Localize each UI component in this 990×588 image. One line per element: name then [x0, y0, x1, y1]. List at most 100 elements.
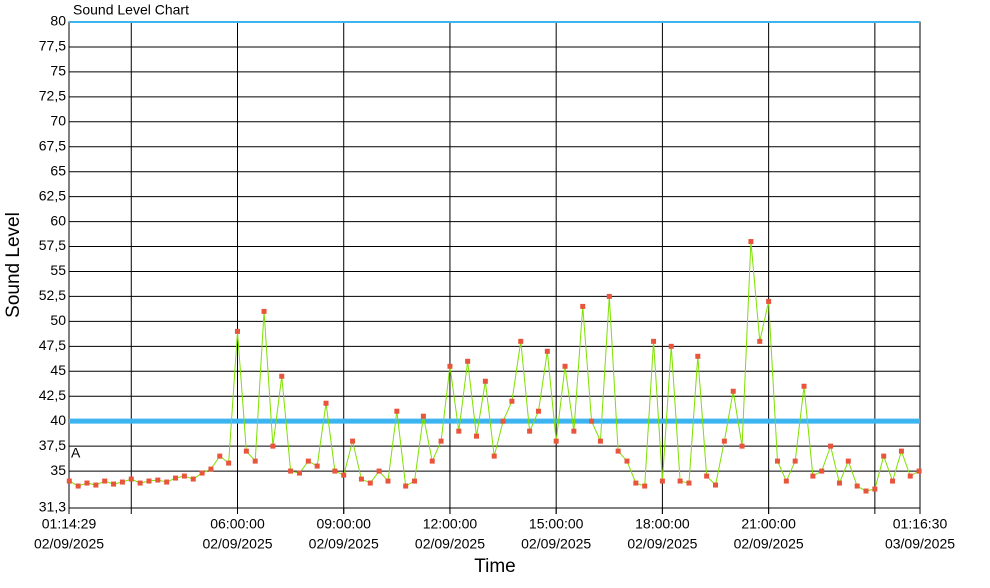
data-point — [84, 480, 90, 486]
x-tick-label: 01:16:30 — [893, 516, 948, 532]
data-point — [863, 488, 869, 494]
data-point — [704, 473, 710, 479]
data-point — [739, 443, 745, 449]
data-point — [836, 480, 842, 486]
data-point — [350, 438, 356, 444]
data-point — [819, 468, 825, 474]
data-point — [651, 338, 657, 344]
data-point — [279, 373, 285, 379]
data-point — [606, 293, 612, 299]
data-point — [173, 475, 179, 481]
y-tick-label: 40 — [50, 412, 66, 428]
data-point — [801, 383, 807, 389]
data-point — [376, 468, 382, 474]
data-point — [730, 388, 736, 394]
data-point — [75, 483, 81, 489]
data-point — [491, 453, 497, 459]
data-point — [668, 343, 674, 349]
data-point — [438, 438, 444, 444]
x-tick-label: 15:00:00 — [529, 516, 584, 532]
y-tick-label: 37,5 — [39, 437, 66, 453]
data-point — [181, 473, 187, 479]
data-point — [500, 418, 506, 424]
data-point — [766, 298, 772, 304]
y-tick-label: 75 — [50, 63, 66, 79]
y-tick-label: 60 — [50, 212, 66, 228]
data-point — [420, 413, 426, 419]
data-point — [571, 428, 577, 434]
x-tick-label: 02/09/2025 — [309, 536, 379, 552]
data-point — [93, 482, 99, 488]
x-axis-title: Time — [474, 556, 516, 577]
data-point — [659, 478, 665, 484]
x-tick-label: 02/09/2025 — [202, 536, 272, 552]
y-tick-label: 52,5 — [39, 287, 66, 303]
y-tick-label: 70 — [50, 112, 66, 128]
y-tick-label: 62,5 — [39, 187, 66, 203]
data-point — [907, 473, 913, 479]
y-tick-label: 31,3 — [39, 499, 66, 515]
data-point — [713, 482, 719, 488]
data-point — [677, 478, 683, 484]
data-point — [482, 378, 488, 384]
data-point — [757, 338, 763, 344]
data-point — [553, 438, 559, 444]
data-point — [828, 443, 834, 449]
data-point — [562, 363, 568, 369]
y-tick-label: 35 — [50, 462, 66, 478]
data-point — [243, 448, 249, 454]
x-tick-label: 09:00:00 — [316, 516, 371, 532]
data-point — [119, 479, 125, 485]
data-point — [447, 363, 453, 369]
y-axis-title: Sound Level — [3, 212, 24, 318]
data-point — [544, 348, 550, 354]
data-point — [642, 483, 648, 489]
y-tick-label: 45 — [50, 362, 66, 378]
data-point — [810, 473, 816, 479]
chart-title: Sound Level Chart — [73, 2, 189, 18]
data-point — [111, 481, 117, 487]
data-point — [527, 428, 533, 434]
data-point — [102, 478, 108, 484]
data-point — [226, 460, 232, 466]
data-point — [208, 466, 214, 472]
x-tick-label: 06:00:00 — [210, 516, 265, 532]
data-point — [288, 468, 294, 474]
data-point — [429, 458, 435, 464]
data-point — [535, 408, 541, 414]
data-point — [881, 453, 887, 459]
y-tick-label: 50 — [50, 312, 66, 328]
y-tick-label: 77,5 — [39, 38, 66, 54]
data-point — [341, 472, 347, 478]
x-tick-label: 18:00:00 — [635, 516, 690, 532]
x-tick-label: 12:00:00 — [423, 516, 478, 532]
data-point — [783, 478, 789, 484]
y-tick-label: 55 — [50, 262, 66, 278]
data-point — [137, 480, 143, 486]
y-tick-label: 65 — [50, 162, 66, 178]
data-point — [403, 483, 409, 489]
x-tick-label: 02/09/2025 — [415, 536, 485, 552]
data-point — [615, 448, 621, 454]
data-point — [686, 480, 692, 486]
data-point — [465, 358, 471, 364]
data-point — [190, 476, 196, 482]
data-point — [217, 453, 223, 459]
x-tick-label: 03/09/2025 — [885, 536, 955, 552]
data-point — [624, 458, 630, 464]
data-point — [518, 338, 524, 344]
data-point — [155, 477, 161, 483]
x-tick-label: 02/09/2025 — [627, 536, 697, 552]
y-tick-label: 42,5 — [39, 387, 66, 403]
annotation: A — [71, 445, 81, 461]
data-point — [394, 408, 400, 414]
data-point — [872, 486, 878, 492]
data-point — [474, 433, 480, 439]
data-point — [305, 458, 311, 464]
data-point — [854, 483, 860, 489]
data-point — [66, 478, 72, 484]
data-point — [252, 458, 258, 464]
data-point — [412, 478, 418, 484]
